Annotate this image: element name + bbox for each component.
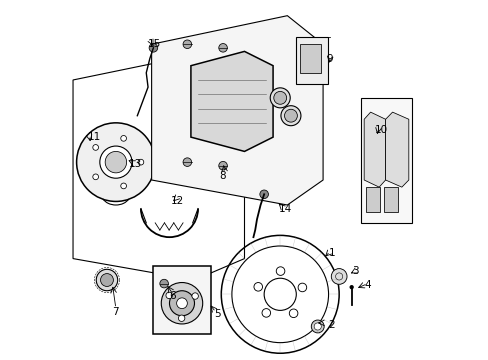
Circle shape (183, 158, 191, 166)
Circle shape (281, 106, 300, 126)
Circle shape (101, 274, 113, 287)
Circle shape (169, 291, 194, 316)
Text: 6: 6 (169, 291, 176, 301)
Text: 8: 8 (219, 171, 225, 181)
Text: 1: 1 (328, 248, 334, 258)
Text: 12: 12 (171, 197, 184, 206)
Circle shape (121, 183, 126, 189)
Circle shape (259, 190, 268, 199)
Circle shape (138, 159, 143, 165)
Text: 7: 7 (112, 307, 119, 317)
Text: 2: 2 (328, 320, 334, 330)
Circle shape (273, 91, 286, 104)
FancyBboxPatch shape (296, 37, 328, 84)
Text: 3: 3 (351, 266, 358, 276)
Circle shape (192, 293, 198, 299)
Polygon shape (151, 16, 323, 205)
Circle shape (178, 315, 184, 321)
Text: 10: 10 (374, 125, 387, 135)
Circle shape (161, 283, 203, 324)
FancyBboxPatch shape (383, 187, 397, 212)
FancyBboxPatch shape (153, 266, 210, 334)
Circle shape (77, 123, 155, 202)
Circle shape (100, 146, 132, 178)
Circle shape (313, 323, 321, 330)
FancyBboxPatch shape (365, 187, 380, 212)
Circle shape (284, 109, 297, 122)
Circle shape (160, 279, 168, 288)
Circle shape (93, 174, 98, 180)
Text: 4: 4 (364, 280, 370, 291)
Text: 13: 13 (128, 159, 142, 169)
Circle shape (149, 44, 157, 52)
Polygon shape (385, 112, 408, 187)
Circle shape (96, 269, 118, 291)
Polygon shape (190, 51, 272, 152)
Circle shape (349, 285, 353, 289)
Circle shape (165, 292, 172, 299)
Text: 11: 11 (87, 132, 101, 142)
Polygon shape (364, 112, 385, 187)
FancyBboxPatch shape (299, 44, 321, 73)
Circle shape (93, 145, 98, 150)
Circle shape (183, 40, 191, 49)
Circle shape (176, 298, 187, 309)
Circle shape (218, 161, 227, 170)
Text: 15: 15 (148, 39, 161, 49)
Circle shape (270, 88, 290, 108)
Circle shape (121, 135, 126, 141)
Circle shape (105, 152, 126, 173)
Circle shape (218, 44, 227, 52)
Circle shape (311, 320, 324, 333)
Text: 14: 14 (278, 203, 291, 213)
Circle shape (331, 269, 346, 284)
Text: 9: 9 (326, 54, 333, 64)
Text: 5: 5 (214, 309, 220, 319)
FancyBboxPatch shape (360, 98, 411, 223)
